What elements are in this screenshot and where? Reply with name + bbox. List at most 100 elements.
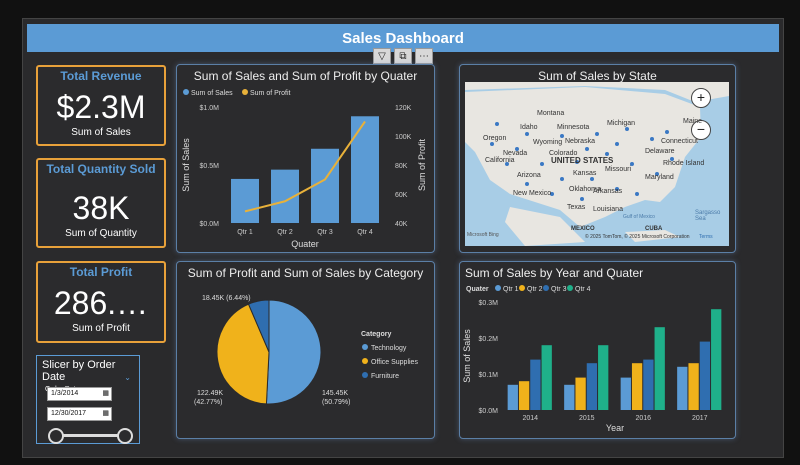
chart-title: Sum of Profit and Sum of Sales by Catego… xyxy=(177,266,434,280)
range-slider-start-handle[interactable] xyxy=(48,428,64,444)
category-pie-svg: 145.45K(50.79%)122.49K(42.77%)18.45K (6.… xyxy=(177,280,434,436)
x-tick-label: Qtr 4 xyxy=(357,229,373,236)
data-label: 145.45K xyxy=(322,390,348,397)
legend-marker xyxy=(362,344,368,350)
legend-label: Qtr 3 xyxy=(551,286,567,293)
chart-title: Sum of Sales and Sum of Profit by Quater xyxy=(177,69,434,83)
x-axis-label: Quater xyxy=(291,239,319,249)
legend-marker xyxy=(183,89,189,95)
map-label: Sargasso Sea xyxy=(695,210,729,222)
x-axis-label: Year xyxy=(606,423,624,433)
map-label: California xyxy=(485,157,515,164)
y-tick-label: $1.0M xyxy=(200,105,220,112)
year-quarter-svg: Quater Qtr 1 Qtr 2 Qtr 3 Qtr 4$0.3M$0.2M$0.1… xyxy=(460,280,735,436)
quarter-bar xyxy=(587,363,597,410)
state-bubble[interactable] xyxy=(490,142,494,146)
state-bubble[interactable] xyxy=(615,142,619,146)
map-label: Arkansas xyxy=(593,188,622,195)
state-bubble[interactable] xyxy=(590,177,594,181)
calendar-icon[interactable]: ▦ xyxy=(102,408,109,420)
start-date-input[interactable]: 1/3/2014 ▦ xyxy=(47,387,112,401)
legend-title: Category xyxy=(361,331,391,338)
kpi-title: Total Revenue xyxy=(38,69,164,83)
kpi-value: 286.… xyxy=(38,285,164,321)
map-label: CUBA xyxy=(645,226,662,232)
kpi-card-quantity: Total Quantity Sold 38K Sum of Quantity xyxy=(36,158,166,248)
map-label: Montana xyxy=(537,110,564,117)
map-label: Delaware xyxy=(645,148,675,155)
quarter-bar xyxy=(530,360,540,410)
kpi-title: Total Quantity Sold xyxy=(38,162,164,176)
state-bubble[interactable] xyxy=(540,162,544,166)
map-copyright: © 2025 TomTom, © 2025 Microsoft Corporat… xyxy=(585,234,690,240)
state-bubble[interactable] xyxy=(525,182,529,186)
map-label: UNITED STATES xyxy=(551,156,613,165)
quarter-bar xyxy=(700,342,710,410)
quarter-bar xyxy=(632,363,642,410)
state-bubble[interactable] xyxy=(635,192,639,196)
map-label: MEXICO xyxy=(571,226,595,232)
sales-by-year-quarter-chart[interactable]: Sum of Sales by Year and Quater Quater Qt… xyxy=(459,261,736,439)
bing-logo: Microsoft Bing xyxy=(467,232,499,238)
map-label: Wyoming xyxy=(533,139,562,146)
quarter-bar xyxy=(655,327,665,410)
state-bubble[interactable] xyxy=(560,134,564,138)
map-canvas[interactable]: + − Microsoft Bing © 2025 TomTom, © 2025… xyxy=(465,82,729,246)
quarter-bar xyxy=(508,385,518,410)
map-terms-link[interactable]: Terms xyxy=(699,234,713,240)
profit-line xyxy=(245,122,365,212)
legend-marker xyxy=(567,285,573,291)
quarter-bar xyxy=(711,309,721,410)
map-label: Louisiana xyxy=(593,206,623,213)
profit-sales-by-category-chart[interactable]: Sum of Profit and Sum of Sales by Catego… xyxy=(176,261,435,439)
map-label: Kansas xyxy=(573,170,596,177)
end-date-input[interactable]: 12/30/2017 ▦ xyxy=(47,407,112,421)
more-options-icon[interactable]: ⋯ xyxy=(415,48,433,64)
sales-profit-by-quarter-chart[interactable]: Sum of Sales and Sum of Profit by Quater… xyxy=(176,64,435,253)
map-label: Maine xyxy=(683,118,702,125)
y-axis-label: Sum of Sales xyxy=(181,138,191,192)
state-bubble[interactable] xyxy=(495,122,499,126)
filter-icon[interactable]: ▽ xyxy=(373,48,391,64)
state-bubble[interactable] xyxy=(525,132,529,136)
legend-marker xyxy=(362,372,368,378)
kpi-subtitle: Sum of Quantity xyxy=(38,228,164,239)
state-bubble[interactable] xyxy=(595,132,599,136)
calendar-icon[interactable]: ▦ xyxy=(102,388,109,400)
quarter-bar xyxy=(564,385,574,410)
state-bubble[interactable] xyxy=(650,137,654,141)
legend-label: Office Supplies xyxy=(371,359,418,366)
legend-label: Qtr 1 xyxy=(503,286,519,293)
quarter-bar xyxy=(688,363,698,410)
kpi-card-profit: Total Profit 286.… Sum of Profit xyxy=(36,261,166,343)
legend-label: Furniture xyxy=(371,373,399,380)
state-bubble[interactable] xyxy=(580,197,584,201)
legend-label: Technology xyxy=(371,345,407,352)
chart-title: Sum of Sales by Year and Quater xyxy=(465,266,735,280)
y-tick-label: $0.5M xyxy=(200,163,220,170)
zoom-in-button[interactable]: + xyxy=(691,88,711,108)
x-tick-label: 2016 xyxy=(635,415,651,422)
chevron-down-icon[interactable]: ⌄ xyxy=(124,373,131,382)
state-bubble[interactable] xyxy=(665,130,669,134)
legend-title: Quater xyxy=(466,286,489,293)
y2-tick-label: 40K xyxy=(395,221,408,228)
y2-axis-label: Sum of Profit xyxy=(417,138,427,191)
quarter-bar xyxy=(575,378,585,410)
state-bubble[interactable] xyxy=(625,127,629,131)
map-label: Missouri xyxy=(605,166,631,173)
state-bubble[interactable] xyxy=(585,147,589,151)
map-label: Texas xyxy=(567,204,585,211)
sales-profit-svg: Sum of Sales Sum of Profit$1.0M$0.5M$0.0M… xyxy=(177,83,434,251)
quarter-bar xyxy=(677,367,687,410)
map-label: Gulf of Mexico xyxy=(623,214,655,220)
state-bubble[interactable] xyxy=(560,177,564,181)
start-date-value: 1/3/2014 xyxy=(51,390,78,397)
focus-mode-icon[interactable]: ⧉ xyxy=(394,48,412,64)
y2-tick-label: 120K xyxy=(395,105,412,112)
end-date-value: 12/30/2017 xyxy=(51,410,86,417)
quarter-bar xyxy=(598,345,608,410)
range-slider-end-handle[interactable] xyxy=(117,428,133,444)
title-text: Sales Dashboard xyxy=(342,30,464,47)
kpi-value: 38K xyxy=(38,190,164,226)
